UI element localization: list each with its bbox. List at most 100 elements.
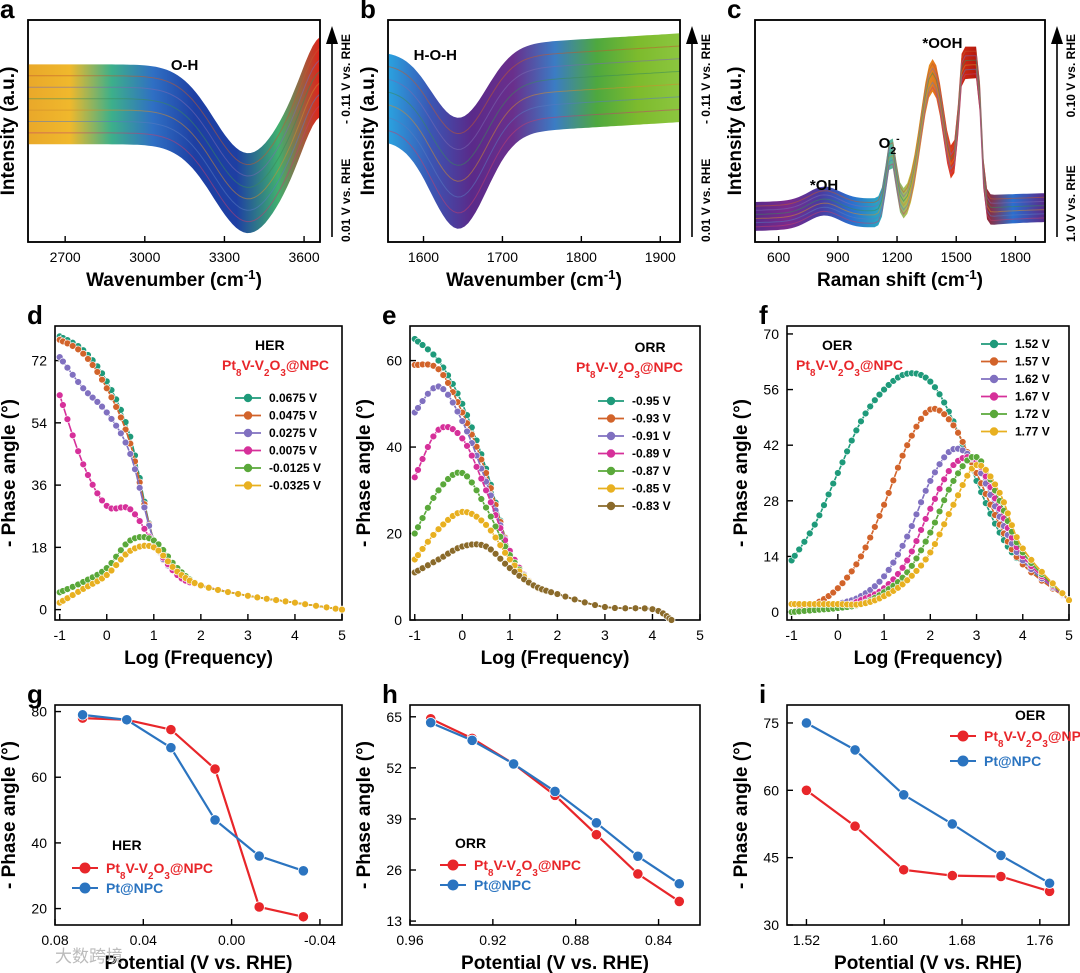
y-tick-label: 39: [386, 811, 402, 827]
plot-frame: [409, 325, 701, 621]
data-point: [549, 785, 561, 798]
legend-label: 0.0275 V: [269, 426, 317, 440]
data-point: [68, 371, 77, 379]
data-point: [468, 451, 476, 460]
data-point: [843, 573, 851, 582]
data-point: [857, 552, 865, 561]
data-point: [903, 556, 911, 565]
data-point: [414, 466, 422, 474]
data-point: [205, 584, 213, 592]
data-point: [74, 447, 82, 455]
legend-label: 0.0675 V: [269, 391, 317, 405]
data-point: [861, 543, 870, 552]
data-point: [795, 545, 803, 554]
data-point: [103, 571, 111, 579]
data-point: [463, 427, 471, 436]
data-point: [889, 476, 898, 485]
data-point: [673, 878, 685, 890]
data-point: [1065, 596, 1073, 604]
data-point: [439, 385, 447, 393]
x-tick-label: 5: [338, 627, 346, 643]
y-tick-label: 65: [386, 709, 402, 725]
data-point: [945, 485, 953, 494]
data-point: [949, 477, 958, 485]
data-point: [418, 397, 427, 405]
legend-label: -0.93 V: [632, 412, 671, 426]
data-point: [861, 409, 870, 418]
data-point: [140, 503, 149, 512]
data-point: [88, 361, 97, 369]
y-tick-label: 80: [31, 704, 47, 720]
data-point: [263, 595, 271, 603]
data-point: [84, 355, 92, 363]
data-point: [940, 410, 948, 418]
x-axis-label: Potential (V vs. RHE): [834, 953, 1022, 973]
data-point: [439, 480, 447, 489]
data-point: [926, 477, 935, 485]
data-point: [487, 498, 495, 506]
legend-marker: [606, 396, 616, 406]
y-tick-label: 14: [763, 548, 779, 564]
data-point: [570, 595, 579, 604]
arrow-head-icon: [1051, 26, 1063, 44]
panel-g: g 0.08 0.04 0.00 -0.04 20 40 60 80 Potential (V v…: [0, 679, 343, 973]
data-point: [673, 895, 685, 908]
data-point: [800, 784, 813, 796]
data-point: [949, 501, 958, 509]
data-point: [935, 507, 944, 516]
x-tick-label: 1: [880, 627, 888, 643]
y-tick-label: 60: [386, 353, 402, 369]
x-tick-label: 4: [291, 627, 299, 643]
data-point: [468, 478, 476, 487]
data-point: [940, 475, 948, 483]
legend-marker: [243, 428, 253, 438]
legend-label: -0.0325 V: [269, 479, 321, 493]
panel-letter: f: [759, 300, 768, 330]
data-point: [945, 510, 953, 518]
plot-frame-top: [387, 19, 681, 243]
y-tick-label: 40: [31, 835, 47, 851]
spectrum-line: [28, 105, 321, 223]
panel-title: OER: [1015, 707, 1045, 723]
data-point: [482, 521, 490, 529]
data-point: [977, 462, 985, 470]
data-point: [414, 404, 422, 412]
data-point: [190, 579, 199, 587]
data-point: [453, 407, 462, 416]
data-point: [912, 422, 921, 431]
data-point: [487, 545, 495, 554]
data-point: [234, 590, 242, 598]
spectrum-line: [28, 59, 321, 177]
data-point: [875, 390, 884, 399]
legend-label: Pt@NPC: [474, 877, 531, 893]
plot-frame-top: [27, 19, 321, 243]
data-point: [931, 495, 939, 503]
x-tick-label: 0: [103, 627, 111, 643]
panel-subtitle: Pt8V-V2O3@NPC: [576, 359, 683, 381]
data-point: [1012, 533, 1021, 541]
data-point: [829, 588, 837, 597]
legend-label: Pt8V-V2O3@NPC: [474, 857, 581, 879]
series-line-1: [82, 713, 304, 872]
x-tick-label: 2: [553, 627, 561, 643]
data-point: [917, 415, 925, 423]
data-point: [487, 512, 495, 521]
y-tick-label: 0: [39, 602, 47, 618]
data-point: [463, 472, 471, 481]
data-point: [79, 384, 87, 392]
legend-label: 1.52 V: [1015, 337, 1050, 351]
legend-marker: [79, 862, 91, 874]
legend-marker: [957, 730, 969, 742]
data-point: [958, 481, 967, 489]
legend-marker: [447, 879, 459, 891]
y-tick-label: 42: [763, 437, 779, 453]
data-point: [434, 486, 443, 494]
data-point: [621, 604, 630, 612]
data-point: [800, 717, 813, 729]
y-axis-label: Intensity (a.u.): [0, 67, 19, 196]
plot-frame: [409, 704, 701, 926]
spectrum-band: [388, 33, 680, 229]
data-point: [1027, 556, 1035, 564]
data-point: [903, 532, 911, 541]
